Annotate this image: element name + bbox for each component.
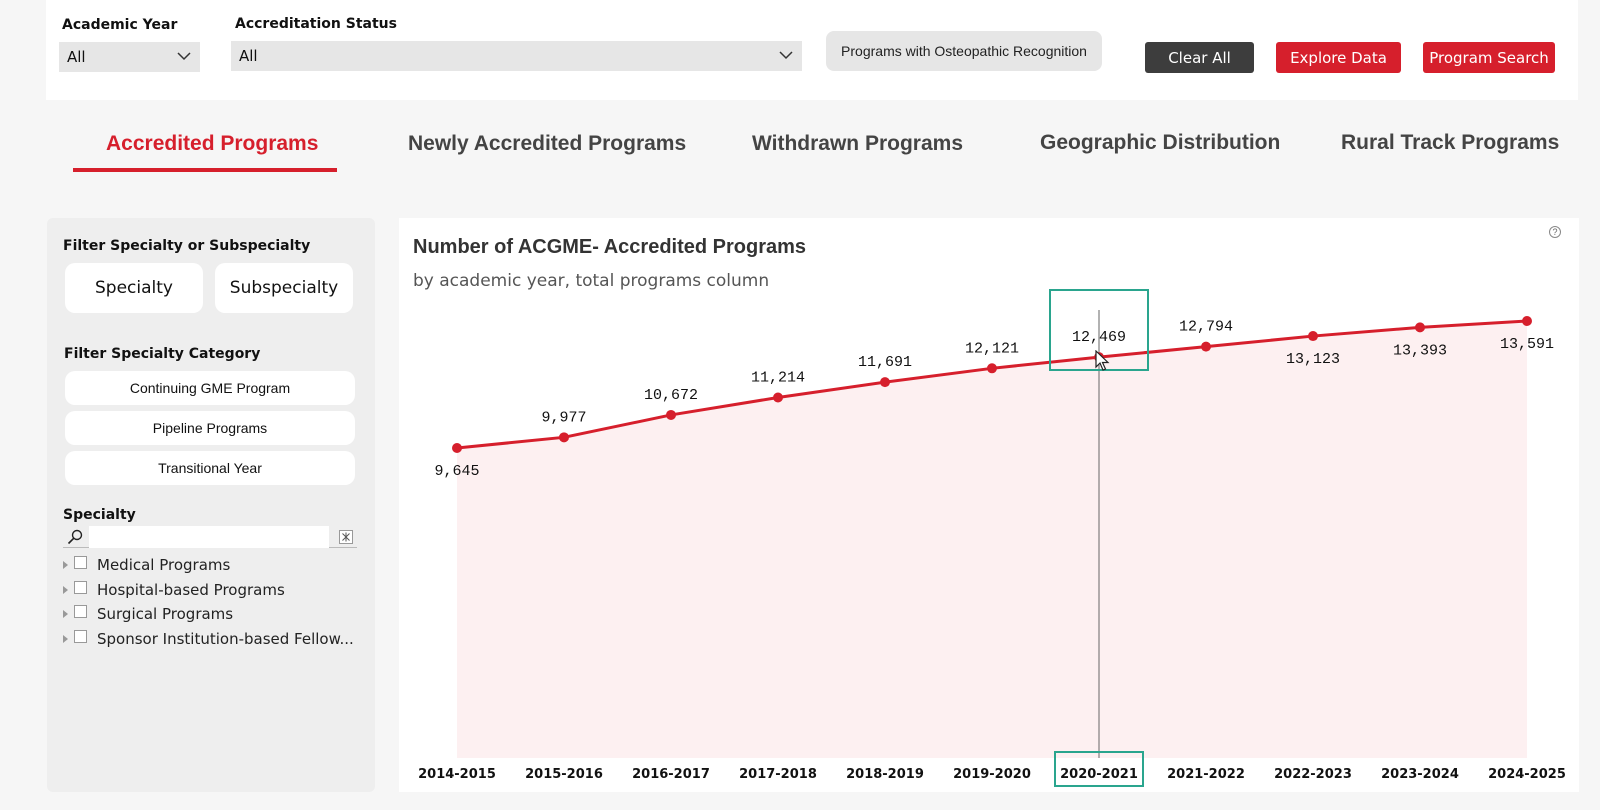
subspecialty-button[interactable]: Subspecialty	[215, 263, 353, 313]
filter-specialty-label: Filter Specialty or Subspecialty	[63, 238, 311, 254]
expand-arrow-icon[interactable]	[63, 586, 68, 594]
x-tick-label: 2017-2018	[739, 767, 817, 782]
expand-arrow-icon[interactable]	[63, 561, 68, 569]
category-continuing-gme[interactable]: Continuing GME Program	[65, 371, 355, 405]
clear-all-button[interactable]: Clear All	[1145, 42, 1254, 73]
highlight-tick-box	[1054, 751, 1144, 787]
accreditation-status-value: All	[239, 47, 258, 65]
academic-year-label: Academic Year	[62, 17, 178, 33]
data-point	[452, 443, 462, 453]
line-chart: 9,645 2014-2015 9,977 2015-2016 10,672 2016-2…	[418, 289, 1566, 787]
data-label: 9,977	[541, 409, 586, 426]
expand-arrow-icon[interactable]	[63, 610, 68, 618]
expand-arrow-icon[interactable]	[63, 635, 68, 643]
checkbox[interactable]	[74, 604, 87, 618]
tree-item-label: Hospital-based Programs	[97, 581, 285, 599]
data-point	[559, 432, 569, 443]
data-label: 13,591	[1500, 336, 1554, 353]
data-label: 12,794	[1179, 319, 1233, 336]
tree-item-label: Medical Programs	[97, 556, 231, 574]
accreditation-status-label: Accreditation Status	[235, 16, 397, 32]
explore-data-button[interactable]: Explore Data	[1276, 42, 1401, 73]
search-icon	[67, 529, 83, 545]
tree-item-sponsor-institution[interactable]: Sponsor Institution-based Fellow...	[63, 628, 354, 650]
x-tick-label: 2020-2021	[1060, 767, 1138, 782]
data-label: 12,469	[1072, 329, 1126, 346]
specialty-label: Specialty	[63, 507, 136, 523]
specialty-search	[63, 526, 357, 548]
checkbox[interactable]	[74, 555, 87, 569]
data-point	[1201, 341, 1211, 352]
accreditation-status-dropdown[interactable]: All	[231, 41, 802, 71]
data-label: 12,121	[965, 340, 1019, 357]
area-fill	[457, 321, 1527, 758]
chart-panel: Number of ACGME- Accredited Programs by …	[399, 218, 1579, 792]
data-label: 9,645	[434, 463, 479, 480]
x-tick-label: 2015-2016	[525, 767, 603, 782]
data-point	[987, 363, 997, 374]
mouse-cursor-icon	[1095, 350, 1110, 371]
tab-accredited-programs[interactable]: Accredited Programs	[106, 132, 319, 155]
tree-item-surgical-programs[interactable]: Surgical Programs	[63, 603, 233, 625]
tree-item-label: Sponsor Institution-based Fellow...	[97, 630, 354, 648]
academic-year-dropdown[interactable]: All	[59, 42, 200, 72]
x-tick-label: 2021-2022	[1167, 767, 1245, 782]
x-tick-label: 2024-2025	[1488, 767, 1566, 782]
data-label: 13,393	[1393, 342, 1447, 359]
tree-item-hospital-based-programs[interactable]: Hospital-based Programs	[63, 579, 285, 601]
data-point	[773, 392, 783, 403]
x-tick-label: 2016-2017	[632, 767, 710, 782]
help-icon[interactable]: ?	[1549, 226, 1561, 238]
filter-panel: Filter Specialty or Subspecialty Special…	[47, 218, 375, 792]
category-pipeline-programs[interactable]: Pipeline Programs	[65, 411, 355, 445]
x-tick-label: 2014-2015	[418, 767, 496, 782]
data-point	[666, 409, 676, 420]
filter-bar: Academic Year All Accreditation Status A…	[46, 0, 1578, 100]
chevron-down-icon	[177, 52, 191, 61]
data-point	[1522, 316, 1532, 326]
tree-item-medical-programs[interactable]: Medical Programs	[63, 554, 230, 576]
chart-subtitle: by academic year, total programs column	[413, 271, 770, 291]
data-label: 13,123	[1286, 351, 1340, 368]
data-point	[1415, 322, 1425, 333]
x-tick-label: 2018-2019	[846, 767, 924, 782]
category-transitional-year[interactable]: Transitional Year	[65, 451, 355, 485]
program-search-button[interactable]: Program Search	[1423, 42, 1555, 73]
erase-icon[interactable]	[339, 530, 353, 544]
tab-withdrawn-programs[interactable]: Withdrawn Programs	[752, 132, 964, 155]
checkbox[interactable]	[74, 629, 87, 643]
specialty-search-input[interactable]	[89, 526, 329, 548]
highlight-box	[1049, 289, 1149, 371]
chevron-down-icon	[779, 51, 793, 60]
checkbox[interactable]	[74, 580, 87, 594]
tab-rural-track-programs[interactable]: Rural Track Programs	[1341, 131, 1560, 154]
x-tick-label: 2019-2020	[953, 767, 1031, 782]
x-tick-label: 2022-2023	[1274, 767, 1352, 782]
tab-newly-accredited-programs[interactable]: Newly Accredited Programs	[408, 132, 687, 155]
filter-category-label: Filter Specialty Category	[64, 346, 261, 362]
data-label: 11,214	[751, 370, 805, 387]
tree-item-label: Surgical Programs	[97, 605, 234, 623]
specialty-button[interactable]: Specialty	[65, 263, 203, 313]
tab-geographic-distribution[interactable]: Geographic Distribution	[1040, 131, 1281, 154]
x-tick-label: 2023-2024	[1381, 767, 1459, 782]
active-tab-indicator	[73, 168, 337, 172]
data-label: 11,691	[858, 354, 912, 371]
osteopathic-recognition-button[interactable]: Programs with Osteopathic Recognition	[826, 31, 1102, 71]
data-point	[1308, 331, 1318, 342]
chart-title: Number of ACGME- Accredited Programs	[413, 236, 807, 258]
data-label: 10,672	[644, 387, 698, 404]
academic-year-value: All	[67, 48, 86, 66]
data-point	[880, 377, 890, 388]
